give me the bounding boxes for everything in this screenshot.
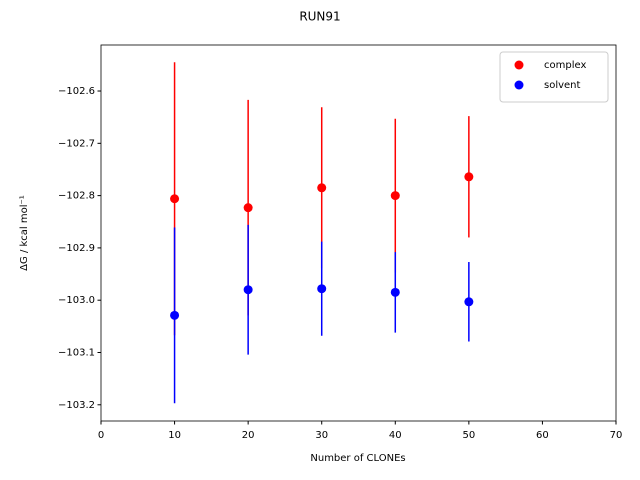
data-point xyxy=(170,194,180,204)
legend-label: solvent xyxy=(544,80,581,91)
x-tick-label: 30 xyxy=(315,430,328,441)
y-tick-label: −103.0 xyxy=(58,295,95,306)
y-tick-label: −102.8 xyxy=(58,191,95,202)
legend-marker xyxy=(514,80,524,90)
legend-marker xyxy=(514,60,524,70)
data-point xyxy=(170,310,180,320)
y-tick-label: −102.7 xyxy=(58,138,95,149)
chart-title: RUN91 xyxy=(299,10,340,24)
data-point xyxy=(390,287,400,297)
data-point xyxy=(243,203,253,213)
x-tick-label: 60 xyxy=(536,430,549,441)
y-tick-label: −102.6 xyxy=(58,86,95,97)
x-tick-label: 40 xyxy=(389,430,402,441)
y-tick-label: −103.2 xyxy=(58,400,95,411)
data-point xyxy=(317,183,327,193)
y-tick-label: −102.9 xyxy=(58,243,95,254)
legend-box xyxy=(499,51,609,103)
y-axis-label: ΔG / kcal mol⁻¹ xyxy=(19,195,30,271)
x-tick-label: 50 xyxy=(462,430,475,441)
data-point xyxy=(464,172,474,182)
legend-label: complex xyxy=(544,60,586,71)
data-point xyxy=(464,297,474,307)
data-point xyxy=(390,191,400,201)
x-tick-label: 70 xyxy=(610,430,623,441)
y-tick-label: −103.1 xyxy=(58,347,95,358)
x-tick-label: 20 xyxy=(242,430,255,441)
x-tick-label: 0 xyxy=(98,430,104,441)
x-tick-label: 10 xyxy=(168,430,181,441)
x-axis-label: Number of CLONEs xyxy=(310,453,405,464)
data-point xyxy=(317,284,327,294)
data-point xyxy=(243,285,253,295)
plot-frame xyxy=(100,44,617,422)
